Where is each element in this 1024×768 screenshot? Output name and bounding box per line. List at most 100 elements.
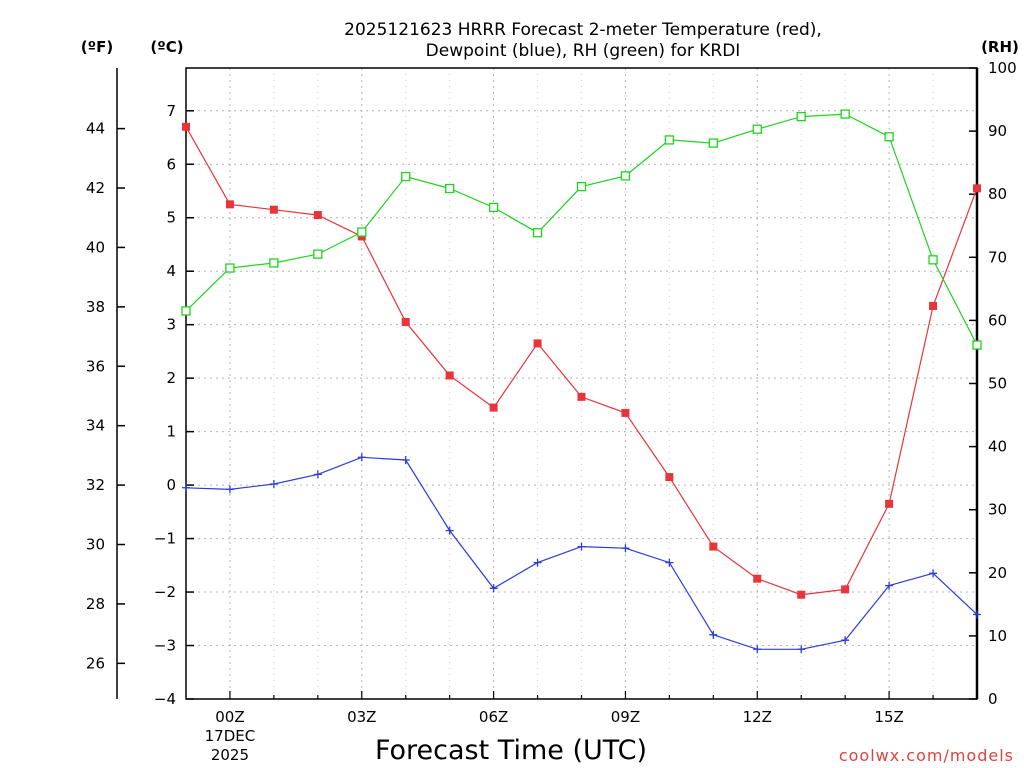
dewpoint-marker xyxy=(797,645,806,654)
credit-text: coolwx.com/models xyxy=(839,746,1014,765)
temperature-marker xyxy=(973,184,981,193)
rh-marker xyxy=(445,183,455,194)
dewpoint-series xyxy=(182,453,981,654)
fahrenheit-tick-label: 26 xyxy=(86,654,105,672)
x-axis-label: Forecast Time (UTC) xyxy=(375,735,647,766)
celsius-tick-label: 7 xyxy=(166,102,176,120)
temperature-marker xyxy=(445,371,454,380)
fahrenheit-tick-label: 28 xyxy=(86,595,105,613)
rh-tick-label: 10 xyxy=(988,627,1007,645)
dewpoint-marker xyxy=(313,470,322,479)
celsius-tick-label: 6 xyxy=(166,155,176,173)
celsius-tick-label: 5 xyxy=(166,209,176,227)
temperature-marker xyxy=(313,211,322,220)
fahrenheit-tick-label: 40 xyxy=(86,238,105,256)
temperature-marker xyxy=(269,205,278,214)
temperature-marker xyxy=(577,392,586,401)
time-tick-label: 12Z xyxy=(743,708,772,726)
rh-marker xyxy=(269,258,279,268)
rh-unit-label: (RH) xyxy=(981,38,1019,56)
fahrenheit-tick-label: 34 xyxy=(86,417,105,435)
celsius-tick-label: 1 xyxy=(166,423,176,441)
fahrenheit-tick-label: 36 xyxy=(86,357,105,375)
temperature-marker xyxy=(929,301,938,310)
rh-marker xyxy=(972,340,982,350)
dewpoint-marker xyxy=(621,544,630,553)
rh-tick-label: 60 xyxy=(988,311,1007,329)
rh-marker xyxy=(357,227,367,237)
time-tick-label: 06Z xyxy=(479,708,508,726)
celsius-tick-label: −3 xyxy=(154,637,176,655)
dewpoint-marker xyxy=(885,581,894,590)
rh-tick-label: 50 xyxy=(988,375,1007,393)
dewpoint-marker xyxy=(269,480,278,489)
celsius-tick-label: −1 xyxy=(154,530,176,548)
fahrenheit-tick-label: 42 xyxy=(86,179,105,197)
temperature-marker xyxy=(753,574,762,583)
rh-tick-label: 40 xyxy=(988,438,1007,456)
dewpoint-marker xyxy=(357,453,366,462)
rh-marker xyxy=(664,135,675,145)
dewpoint-marker xyxy=(445,526,454,535)
rh-axis: 0 10 20 30 40 50 60 70 80 90 100 xyxy=(969,59,1017,708)
temperature-marker xyxy=(665,473,674,482)
celsius-tick-label: 0 xyxy=(166,476,176,494)
time-tick-label: 09Z xyxy=(611,708,640,726)
fahrenheit-unit-label: (ºF) xyxy=(81,38,113,56)
celsius-tick-label: 2 xyxy=(166,369,176,387)
dewpoint-marker xyxy=(533,558,542,567)
time-tick-label: 03Z xyxy=(347,708,376,726)
temperature-marker xyxy=(533,339,542,348)
celsius-unit-label: (ºC) xyxy=(150,38,183,56)
rh-marker xyxy=(313,249,323,259)
dewpoint-marker xyxy=(182,483,190,492)
dewpoint-marker xyxy=(973,610,981,619)
fahrenheit-tick-label: 38 xyxy=(86,298,105,316)
rh-tick-label: 20 xyxy=(988,564,1007,582)
series-layer xyxy=(181,109,982,654)
rh-line xyxy=(185,113,978,346)
dewpoint-marker xyxy=(753,645,762,654)
celsius-axis: −4 −3 −2 −1 0 1 2 3 4 5 6 7 xyxy=(154,102,194,708)
rh-marker xyxy=(488,202,499,213)
rh-marker xyxy=(225,263,235,273)
temperature-marker xyxy=(709,542,718,551)
temperature-marker xyxy=(182,122,190,131)
dewpoint-marker xyxy=(225,485,234,494)
temperature-marker xyxy=(621,408,630,417)
temperature-marker xyxy=(841,585,850,594)
rh-marker xyxy=(532,228,543,238)
rh-marker xyxy=(840,109,850,119)
temperature-marker xyxy=(401,318,410,327)
rh-marker xyxy=(928,255,938,265)
rh-marker xyxy=(796,111,806,122)
chart-title-line1: 2025121623 HRRR Forecast 2-meter Tempera… xyxy=(344,20,822,40)
temperature-marker xyxy=(885,499,894,508)
rh-tick-label: 90 xyxy=(988,122,1007,140)
fahrenheit-tick-label: 30 xyxy=(86,536,105,554)
celsius-tick-label: 3 xyxy=(166,316,176,334)
time-tick-label: 00Z xyxy=(215,708,244,726)
temperature-series xyxy=(182,122,981,599)
celsius-tick-label: −4 xyxy=(154,690,176,708)
rh-series xyxy=(181,109,982,350)
rh-marker xyxy=(884,132,894,142)
dewpoint-marker xyxy=(665,558,674,567)
rh-tick-label: 30 xyxy=(988,501,1007,519)
fahrenheit-axis: 26 28 30 32 34 36 38 40 42 44 xyxy=(86,120,125,672)
plot-frame xyxy=(185,67,978,700)
dewpoint-marker xyxy=(401,455,410,464)
fahrenheit-tick-label: 32 xyxy=(86,476,105,494)
dewpoint-marker xyxy=(929,569,938,578)
gridlines xyxy=(186,68,977,699)
dewpoint-marker xyxy=(841,636,850,645)
rh-marker xyxy=(576,181,587,192)
rh-marker xyxy=(752,124,762,134)
rh-marker xyxy=(181,306,191,316)
rh-tick-label: 0 xyxy=(988,690,998,708)
fahrenheit-tick-label: 44 xyxy=(86,120,105,138)
celsius-tick-label: −2 xyxy=(154,583,176,601)
rh-marker xyxy=(708,138,718,148)
